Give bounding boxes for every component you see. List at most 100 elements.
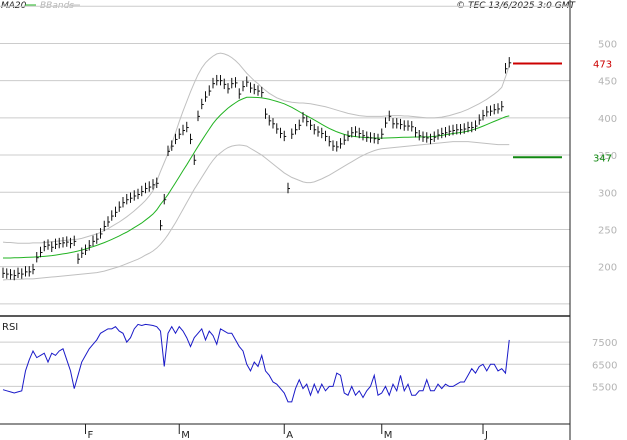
rsi-tick-label: 5500 xyxy=(592,382,617,393)
price-bar xyxy=(467,121,470,133)
price-bar xyxy=(133,190,137,201)
price-levels: 473 347 xyxy=(513,60,612,164)
price-bar xyxy=(70,237,73,249)
price-bar xyxy=(167,145,170,157)
price-bar xyxy=(100,228,103,239)
price-bar xyxy=(418,129,422,141)
price-bar xyxy=(328,135,332,147)
price-bar xyxy=(463,123,467,134)
price-bar xyxy=(501,100,504,112)
price-bar xyxy=(231,77,234,89)
price-bar xyxy=(253,83,257,95)
price-bar xyxy=(362,129,365,141)
price-bar xyxy=(115,206,118,218)
price-bar xyxy=(497,103,500,114)
price-bar xyxy=(291,128,294,139)
price-bars xyxy=(2,57,512,281)
price-bar xyxy=(171,140,174,151)
price-bar xyxy=(152,179,155,190)
price-bar xyxy=(381,128,384,139)
price-bar xyxy=(452,124,455,136)
price-bar xyxy=(370,132,373,143)
price-bar xyxy=(310,119,313,130)
price-bar xyxy=(148,181,152,192)
price-bar xyxy=(321,127,324,139)
price-bar xyxy=(28,266,32,277)
rsi-line xyxy=(2,323,510,403)
price-bar xyxy=(396,118,399,129)
price-bar xyxy=(186,121,189,133)
price-bar xyxy=(201,98,204,110)
bb-upper-line xyxy=(2,52,510,244)
price-tick-label: 350 xyxy=(598,151,617,162)
price-bar xyxy=(280,127,283,139)
price-bar xyxy=(272,118,275,129)
price-bar xyxy=(81,247,84,258)
price-bar xyxy=(36,251,39,263)
month-label: F xyxy=(88,430,94,440)
price-bar xyxy=(445,127,448,138)
price-bar xyxy=(66,236,69,247)
price-bar xyxy=(118,201,122,212)
price-tick-label: 400 xyxy=(598,114,617,125)
price-bar xyxy=(160,220,163,231)
price-bar xyxy=(433,131,437,142)
price-bar xyxy=(197,110,200,122)
price-tick-label: 200 xyxy=(598,263,617,274)
price-bar xyxy=(441,127,444,139)
price-bar xyxy=(388,110,392,122)
price-grid xyxy=(0,5,570,305)
price-bar xyxy=(340,138,343,149)
price-bar xyxy=(306,115,309,127)
price-tick-label: 300 xyxy=(598,188,617,199)
price-bar xyxy=(283,130,287,142)
price-bar xyxy=(298,119,302,130)
price-bar xyxy=(227,83,230,94)
price-bar xyxy=(193,154,197,165)
price-bar xyxy=(351,127,354,138)
price-bar xyxy=(25,266,28,277)
rsi-series xyxy=(2,323,510,403)
price-bar xyxy=(163,193,167,205)
ma20-line xyxy=(3,96,510,259)
price-bar xyxy=(55,238,58,250)
bb-lower-line xyxy=(2,141,510,281)
price-bar xyxy=(92,235,95,247)
price-bar xyxy=(62,237,65,248)
price-bar xyxy=(122,196,125,208)
price-bar xyxy=(411,121,414,132)
price-bar xyxy=(137,188,140,200)
price-bar xyxy=(493,103,497,115)
price-bar xyxy=(178,128,182,139)
price-bar xyxy=(343,134,347,145)
price-bar xyxy=(400,118,403,130)
price-bar xyxy=(325,130,328,142)
price-bar xyxy=(490,105,493,116)
price-bar xyxy=(205,91,208,102)
price-bar xyxy=(332,140,335,151)
price-bar xyxy=(482,109,485,121)
price-bar xyxy=(456,124,459,135)
month-label: J xyxy=(484,430,488,440)
price-bar xyxy=(141,185,144,197)
price-bar xyxy=(257,85,260,96)
price-bar xyxy=(126,193,129,205)
price-bar xyxy=(190,133,193,145)
price-bar xyxy=(212,77,215,89)
price-bar xyxy=(77,253,80,264)
price-bar xyxy=(261,86,264,98)
price-bar xyxy=(47,239,50,250)
price-bar xyxy=(366,131,369,142)
price-bar xyxy=(471,121,474,133)
price-bar xyxy=(415,127,418,138)
price-bar xyxy=(235,77,238,88)
price-bar xyxy=(2,267,5,279)
price-bar xyxy=(407,120,410,131)
rsi-tick-label: 6500 xyxy=(592,360,617,371)
price-bar xyxy=(486,106,489,117)
price-bar xyxy=(403,120,407,131)
ma20-series xyxy=(3,96,510,259)
price-bar xyxy=(276,123,279,134)
